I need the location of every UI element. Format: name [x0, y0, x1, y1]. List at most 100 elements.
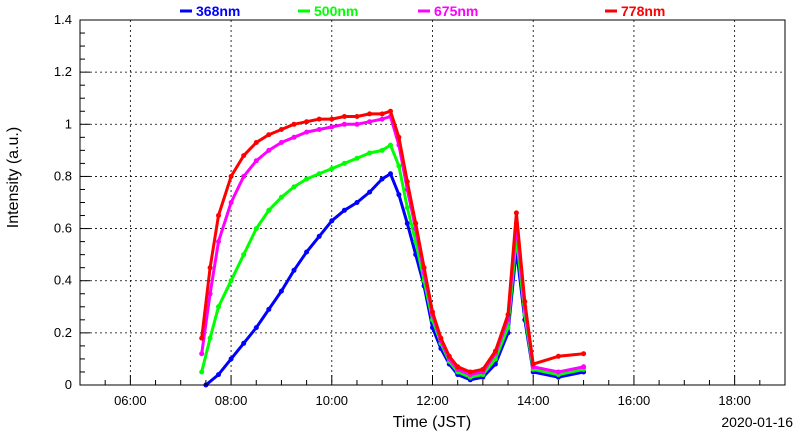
- data-point: [446, 353, 452, 359]
- legend-entry: 675nm: [434, 3, 478, 19]
- data-point: [555, 369, 561, 375]
- data-point: [304, 176, 310, 182]
- y-tick-label: 0.6: [54, 221, 72, 236]
- data-point: [228, 278, 234, 284]
- data-point: [354, 200, 360, 205]
- data-point: [329, 124, 335, 130]
- data-point: [228, 200, 234, 205]
- series-778nm: [199, 108, 587, 375]
- data-point: [467, 369, 473, 375]
- data-point: [291, 134, 297, 140]
- data-point: [341, 160, 347, 166]
- legend: 368nm 500nm 675nm 778nm: [180, 3, 665, 19]
- data-point: [216, 372, 221, 378]
- x-axis-title: Time (JST): [393, 414, 472, 431]
- data-point: [228, 356, 234, 362]
- data-point: [341, 121, 347, 127]
- data-point: [316, 171, 322, 177]
- data-point: [505, 312, 511, 318]
- data-point: [207, 335, 213, 341]
- y-tick-label: 1: [65, 116, 72, 131]
- data-point: [396, 134, 402, 140]
- data-point: [329, 166, 335, 172]
- data-point: [316, 116, 322, 122]
- data-point: [354, 121, 360, 127]
- date-label: 2020-01-16: [721, 414, 793, 430]
- data-point: [253, 325, 259, 331]
- data-point: [304, 119, 310, 125]
- data-point: [316, 127, 322, 132]
- series-line: [204, 172, 586, 387]
- data-point: [480, 366, 486, 372]
- data-point: [207, 291, 213, 297]
- data-point: [199, 351, 205, 357]
- data-point: [581, 351, 587, 357]
- data-point: [278, 127, 284, 132]
- axis-ticks: 06:00 08:00 10:00 12:00 14:00 16:00 18:00 0 0.2 0…: [54, 12, 786, 408]
- x-tick-label: 12:00: [416, 393, 449, 408]
- data-point: [266, 132, 272, 138]
- data-point: [367, 189, 373, 195]
- data-point: [413, 220, 419, 226]
- y-tick-label: 1.4: [54, 12, 72, 27]
- y-tick-label: 0: [65, 377, 72, 392]
- data-point: [304, 129, 310, 135]
- data-point: [199, 369, 205, 375]
- data-point: [329, 116, 335, 122]
- legend-entry: 500nm: [314, 3, 358, 19]
- data-point: [291, 267, 297, 273]
- data-point: [430, 309, 435, 315]
- data-point: [379, 176, 385, 182]
- data-point: [241, 340, 247, 346]
- legend-entry: 368nm: [196, 3, 240, 19]
- data-point: [304, 249, 310, 255]
- data-point: [379, 111, 385, 117]
- data-point: [253, 226, 259, 232]
- series-layer: [199, 108, 587, 388]
- data-point: [379, 116, 385, 122]
- data-point: [367, 150, 373, 156]
- y-axis-title: Intensity (a.u.): [5, 127, 22, 228]
- x-tick-label: 06:00: [114, 393, 147, 408]
- data-point: [291, 184, 297, 190]
- data-point: [241, 252, 247, 258]
- data-point: [266, 306, 272, 312]
- data-point: [341, 207, 347, 213]
- y-tick-label: 1.2: [54, 64, 72, 79]
- data-point: [266, 147, 272, 153]
- data-point: [530, 361, 536, 367]
- data-point: [241, 173, 247, 179]
- data-point: [513, 210, 519, 216]
- data-point: [379, 147, 385, 153]
- data-point: [555, 353, 561, 359]
- data-point: [341, 114, 347, 119]
- data-point: [329, 218, 335, 224]
- data-point: [388, 171, 393, 177]
- data-point: [404, 220, 410, 226]
- series-500nm: [199, 142, 587, 380]
- data-point: [388, 142, 393, 148]
- data-point: [253, 158, 259, 164]
- data-point: [396, 192, 402, 198]
- data-point: [216, 304, 221, 310]
- data-point: [354, 114, 360, 119]
- data-point: [367, 111, 373, 117]
- data-point: [241, 153, 247, 159]
- data-point: [396, 163, 402, 169]
- legend-entry: 778nm: [621, 3, 665, 19]
- data-point: [207, 265, 213, 271]
- data-point: [216, 213, 221, 218]
- x-tick-label: 10:00: [316, 393, 349, 408]
- data-point: [388, 108, 393, 114]
- data-point: [228, 173, 234, 179]
- data-point: [522, 299, 528, 305]
- series-line: [200, 143, 586, 379]
- data-point: [354, 155, 360, 161]
- data-point: [421, 265, 427, 271]
- y-tick-label: 0.8: [54, 168, 72, 183]
- grid: [80, 20, 785, 385]
- x-tick-label: 08:00: [215, 393, 248, 408]
- series-368nm: [203, 171, 587, 388]
- data-point: [581, 364, 587, 370]
- data-point: [253, 140, 259, 145]
